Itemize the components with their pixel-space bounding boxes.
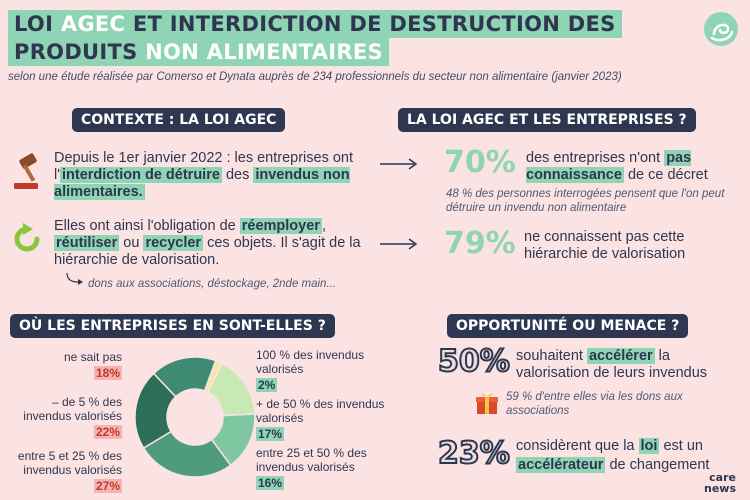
gift-icon [476,393,498,414]
pie-label-plus-50: + de 50 % des invendus valorisés 17% [256,397,385,441]
section-heading-entreprises: LA LOI AGEC ET LES ENTREPRISES ? [398,108,696,132]
pie-label-100: 100 % des invendus valorisés 2% [256,348,365,392]
curved-arrow-icon [66,272,83,285]
care-news-logo: care news [703,471,736,495]
stat-70-text: des entreprises n'ont pas connaissance d… [526,150,708,183]
gavel-icon [14,153,38,189]
arrow-right-icon [380,158,418,170]
brand-logo [704,12,738,46]
donut-slice [142,430,232,478]
stat-59-note: 59 % d'entre elles via les dons aux asso… [506,391,683,417]
title-highlight-non-alimentaires: NON ALIMENTAIRES [145,40,383,64]
section-heading-contexte: CONTEXTE : LA LOI AGEC [72,108,286,132]
pie-label-5-25: entre 5 et 25 % des invendus valorisés 2… [17,449,122,493]
pct-badge-100: 2% [256,378,278,392]
section-heading-ou-en-sont: OÙ LES ENTREPRISES EN SONT-ELLES ? [10,314,335,338]
page-title-line-1: LOI AGEC ET INTERDICTION DE DESTRUCTION … [8,10,622,38]
recycle-arrow-icon [14,223,40,252]
stat-79-text: ne connaissent pas cette hiérarchie de v… [524,229,686,262]
subtitle: selon une étude réalisée par Comerso et … [8,71,622,83]
pct-badge-moins-5: 22% [93,425,122,439]
stat-50-text: souhaitent accélérer la valorisation de … [516,348,708,381]
title-highlight-agec: AGEC [60,12,126,36]
donut-chart [134,356,256,478]
donut-slice [152,356,217,398]
pie-label-ne-sait-pas: ne sait pas 18% [63,350,122,380]
arrow-right-icon [380,238,418,250]
page-title-line-2: PRODUITS NON ALIMENTAIRES [8,38,389,66]
pct-badge-ne-sait-pas: 18% [93,366,122,380]
pct-badge-5-25: 27% [93,479,122,493]
contexte-paragraph-1: Depuis le 1er janvier 2022 : les entrepr… [54,150,354,200]
stat-48-note: 48 % des personnes interrogées pensent q… [446,188,725,214]
stat-79-percent: 79% [444,226,516,261]
pct-badge-25-50: 16% [256,476,285,490]
stat-23-text: considèrent que la loi est un accélérate… [516,438,710,473]
stat-50-percent: 50% [437,343,511,380]
stat-70-percent: 70% [444,145,516,180]
contexte-note: dons aux associations, déstockage, 2nde … [88,278,337,290]
swirl-icon [710,23,734,42]
stat-23-percent: 23% [437,435,511,472]
section-heading-opportunite: OPPORTUNITÉ OU MENACE ? [447,314,689,338]
pct-badge-plus-50: 17% [256,427,285,441]
pie-label-25-50: entre 25 et 50 % des invendus valorisés … [256,446,367,490]
pie-label-moins-5: – de 5 % des invendus valorisés 22% [23,395,122,439]
contexte-paragraph-2: Elles ont ainsi l'obligation de réemploy… [54,218,361,268]
